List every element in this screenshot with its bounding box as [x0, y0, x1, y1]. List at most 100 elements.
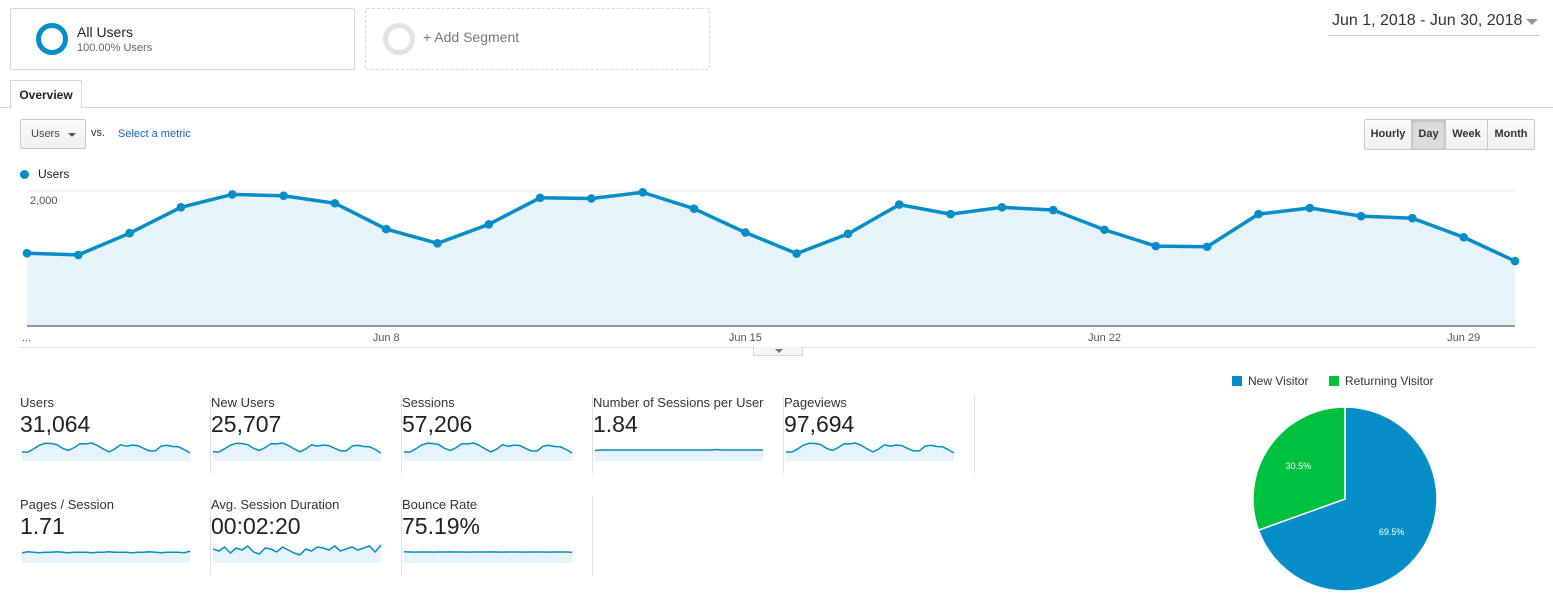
data-point[interactable] [1202, 242, 1212, 252]
day-button[interactable]: Day [1412, 120, 1446, 149]
metric-tile: Pages / Session 1.71 [20, 497, 211, 577]
users-series-line [26, 190, 1516, 263]
x-tick-label: Jun 29 [1447, 332, 1480, 344]
metric-tile: Bounce Rate 75.19% [402, 497, 593, 577]
data-point[interactable] [330, 198, 340, 208]
metric-value: 57,206 [402, 411, 473, 437]
chevron-down-icon [68, 133, 76, 137]
pie-slice-returning-visitor[interactable] [1252, 406, 1346, 532]
data-point[interactable] [279, 191, 288, 201]
sparkline-area [404, 551, 572, 563]
metric-label: Users [20, 395, 54, 410]
select-metric-link[interactable]: Select a metric [118, 128, 191, 140]
metric-label: Avg. Session Duration [211, 497, 340, 512]
data-point[interactable] [638, 188, 648, 197]
data-point[interactable] [433, 239, 442, 248]
metric-value: 31,064 [20, 411, 91, 437]
metric-label: Pages / Session [20, 497, 114, 512]
x-tick-label: Jun 22 [1088, 332, 1121, 344]
metric-tile: Number of Sessions per User 1.84 [593, 395, 784, 475]
pie-slice-new-visitor[interactable] [1257, 406, 1438, 592]
data-point[interactable] [381, 224, 391, 234]
tile-divider [592, 497, 593, 575]
add-segment-button[interactable]: + Add Segment [365, 8, 710, 70]
data-point[interactable] [1459, 232, 1468, 242]
date-range-picker[interactable]: Jun 1, 2018 - Jun 30, 2018 [1328, 12, 1540, 36]
metric-value: 1.84 [593, 411, 638, 437]
data-point[interactable] [125, 228, 134, 238]
y-tick-label: 2,000 [30, 195, 58, 207]
data-point[interactable] [176, 203, 186, 212]
sparkline-line [404, 442, 572, 454]
data-point[interactable] [1510, 256, 1520, 266]
legend-label: Returning Visitor [1345, 374, 1434, 388]
data-point[interactable] [689, 204, 699, 213]
data-point[interactable] [894, 200, 904, 209]
week-button[interactable]: Week [1446, 120, 1488, 149]
vs-label: vs. [91, 127, 106, 139]
tile-divider [592, 395, 593, 473]
tile-divider [210, 497, 211, 575]
hourly-button[interactable]: Hourly [1365, 120, 1412, 149]
x-tick-label: ... [22, 332, 31, 344]
metric-tile: Users 31,064 [20, 395, 211, 475]
users-area-fill [27, 192, 1515, 326]
metric-dropdown[interactable]: Users [20, 119, 86, 149]
chevron-down-icon [775, 349, 783, 353]
metric-label: Sessions [402, 395, 455, 410]
metric-tile: New Users 25,707 [211, 395, 402, 475]
segment-placeholder-ring-icon [383, 23, 415, 55]
data-point[interactable] [1408, 213, 1417, 223]
sparkline [22, 442, 190, 461]
segment-all-users[interactable]: All Users 100.00% Users [10, 8, 355, 70]
metric-label: Number of Sessions per User [593, 395, 764, 410]
data-point[interactable] [1356, 211, 1366, 221]
metric-value: 97,694 [784, 411, 855, 437]
metric-tile: Sessions 57,206 [402, 395, 593, 475]
pie-data-label: 69.5% [1379, 527, 1405, 537]
chart-collapse-toggle[interactable] [753, 347, 803, 356]
data-point[interactable] [1254, 209, 1263, 219]
month-button[interactable]: Month [1488, 120, 1534, 149]
add-segment-label: + Add Segment [423, 29, 520, 45]
data-point[interactable] [535, 193, 545, 203]
sparkline-line [213, 544, 381, 556]
data-point[interactable] [946, 209, 955, 219]
data-point[interactable] [741, 228, 750, 237]
tile-divider [401, 395, 402, 473]
data-point[interactable] [587, 194, 596, 203]
sparkline [404, 442, 572, 461]
metric-value: 75.19% [402, 513, 481, 539]
data-point[interactable] [484, 220, 494, 229]
metric-label: New Users [211, 395, 275, 410]
tab-divider [0, 107, 1553, 108]
data-point[interactable] [22, 248, 32, 258]
data-point[interactable] [74, 250, 83, 260]
sparkline [213, 442, 381, 461]
data-point[interactable] [843, 229, 853, 239]
sparkline [595, 448, 763, 461]
sparkline-area [22, 443, 190, 461]
metric-value: 25,707 [211, 411, 282, 437]
data-point[interactable] [792, 249, 801, 258]
pie-data-label: 30.5% [1286, 461, 1312, 471]
data-point[interactable] [1305, 203, 1315, 213]
sparkline-line [22, 442, 190, 454]
sparkline-area [22, 551, 190, 563]
data-point[interactable] [227, 190, 237, 199]
data-point[interactable] [1100, 225, 1109, 235]
tile-divider [783, 395, 784, 473]
x-tick-label: Jun 15 [729, 332, 762, 344]
sparkline [404, 551, 572, 563]
data-point[interactable] [1151, 241, 1161, 251]
legend-label: New Visitor [1248, 374, 1309, 388]
data-point[interactable] [1048, 205, 1058, 215]
data-point[interactable] [997, 203, 1007, 212]
sparkline-line [213, 442, 381, 454]
segment-subtitle: 100.00% Users [77, 42, 153, 54]
sparkline-line [786, 442, 954, 454]
tab-overview[interactable]: Overview [10, 80, 82, 109]
legend-label: Users [38, 167, 70, 181]
sparkline-area [404, 443, 572, 461]
